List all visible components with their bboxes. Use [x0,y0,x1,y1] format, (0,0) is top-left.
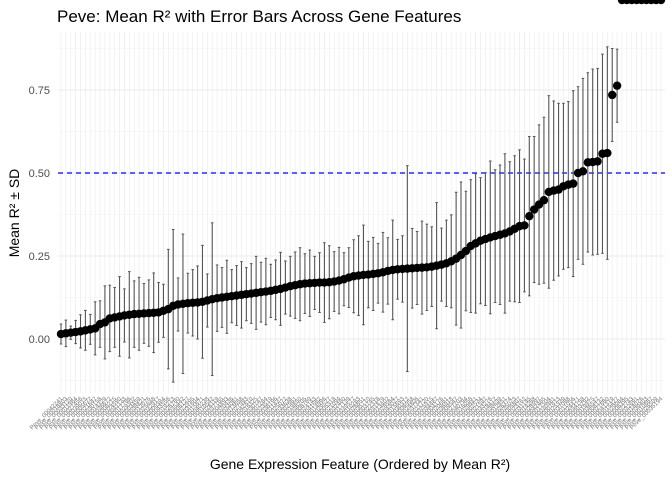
data-point [593,157,602,166]
data-point [578,167,588,176]
data-point [608,90,617,100]
y-axis-title: Mean R² ± SD [6,169,22,258]
mean-points [56,0,666,339]
data-point [568,179,578,188]
x-axis-title: Gene Expression Feature (Ordered by Mean… [210,456,510,472]
data-point [612,81,622,90]
y-axis-tick-labels: 0.00 0.25 0.50 0.75 [29,85,50,346]
y-tick-label: 0.25 [29,251,50,263]
x-axis-tick-labels: Peve_00042241Peve_00018803Peve_00033120P… [29,396,665,432]
chart-title: Peve: Mean R² with Error Bars Across Gen… [57,7,461,26]
y-tick-label: 0.75 [29,85,50,97]
data-point [656,0,666,5]
y-tick-label: 0.00 [29,334,50,346]
y-tick-label: 0.50 [29,168,50,180]
data-point [603,148,612,158]
data-point [525,211,534,221]
data-point [539,196,549,205]
data-point [520,221,529,230]
